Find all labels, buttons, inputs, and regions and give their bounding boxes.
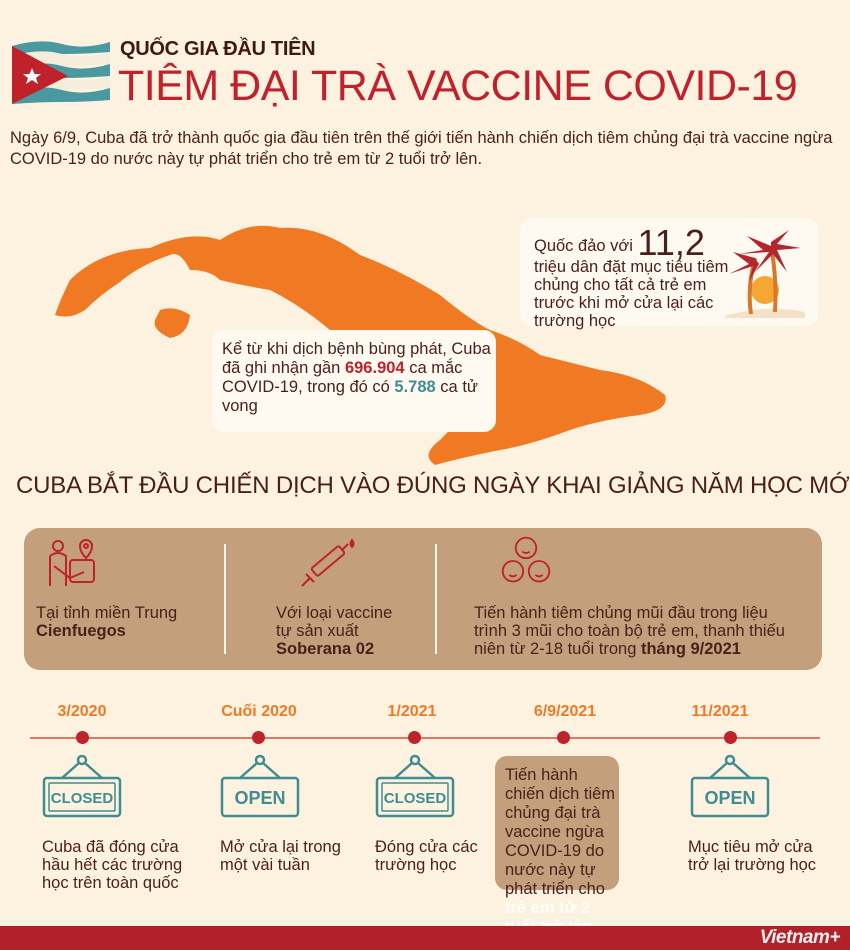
timeline-line: [30, 737, 820, 739]
population-text: Quốc đảo với 11,2 triệu dân đặt mục tiêu…: [534, 225, 734, 331]
deaths-count: 5.788: [394, 378, 436, 396]
timeline-date: 3/2020: [57, 703, 107, 720]
panel-item-schedule: Tiến hành tiêm chủng mũi đầu trong liệu …: [474, 604, 794, 658]
highlight-box: [495, 756, 619, 890]
syringe-icon: [301, 538, 355, 587]
closed-sign-icon: CLOSED: [42, 754, 122, 818]
timeline-dot: [557, 731, 570, 744]
timeline-dot: [724, 731, 737, 744]
timeline-dot: [76, 731, 89, 744]
timeline-date: Cuối 2020: [221, 703, 297, 720]
highlight-body: Tiến hành chiến dịch tiêm chủng đại trà …: [505, 766, 616, 898]
location-value: Cienfuegos: [36, 622, 126, 640]
timeline-dot: [408, 731, 421, 744]
cases-text: Kể từ khi dịch bệnh bùng phát, Cuba đã g…: [222, 340, 492, 416]
header-kicker: QUỐC GIA ĐẦU TIÊN: [120, 38, 316, 60]
timeline-date: 1/2021: [387, 703, 437, 720]
svg-text:CLOSED: CLOSED: [384, 790, 447, 807]
vaccine-label: Với loại vaccine: [276, 604, 393, 622]
children-faces-icon: [501, 536, 551, 583]
intro-paragraph: Ngày 6/9, Cuba đã trở thành quốc gia đầu…: [10, 129, 833, 168]
timeline-text: Mục tiêu mở cửa trở lại trường học: [688, 838, 817, 874]
cases-prefix: Kể từ khi dịch bệnh bùng phát, Cuba đã g…: [222, 340, 491, 377]
cases-middle: ca mắc COVID-19, trong đó có: [222, 359, 463, 396]
cuba-flag-icon: [12, 41, 110, 104]
cases-card: [212, 330, 496, 432]
population-card: [520, 218, 818, 326]
location-label: Tại tỉnh miền Trung: [36, 604, 178, 622]
svg-text:OPEN: OPEN: [234, 788, 285, 808]
schedule-text: Tiến hành tiêm chủng mũi đầu trong liệu …: [474, 604, 785, 658]
panel-item-location: Tại tỉnh miền Trung Cienfuegos: [36, 604, 177, 640]
panel-item-vaccine: Với loại vaccine tự sản xuất Soberana 02: [276, 604, 392, 658]
open-sign-icon: OPEN: [220, 754, 300, 818]
timeline-text: Mở cửa lại trong một vài tuần: [220, 838, 341, 874]
campaign-panel: [24, 528, 822, 670]
panel-divider: [435, 544, 437, 654]
vaccine-name: Soberana 02: [276, 640, 375, 658]
highlight-text: Tiến hành chiến dịch tiêm chủng đại trà …: [505, 766, 621, 937]
vaccine-label-2: tự sản xuất: [276, 622, 359, 640]
population-description: triệu dân đặt mục tiêu tiêm chủng cho tấ…: [534, 258, 729, 330]
timeline-date: 11/2021: [691, 703, 749, 720]
cases-suffix: ca tử vong: [222, 378, 478, 415]
page-title: TIÊM ĐẠI TRÀ VACCINE COVID-19: [118, 62, 798, 110]
timeline-date: 6/9/2021: [533, 703, 597, 720]
section-title: CUBA BẮT ĐẦU CHIẾN DỊCH VÀO ĐÚNG NGÀY KH…: [16, 472, 850, 499]
svg-text:CLOSED: CLOSED: [51, 790, 114, 807]
timeline-text: Đóng cửa các trường học: [375, 838, 478, 874]
brand-logo[interactable]: Vietnam+: [759, 927, 841, 948]
panel-divider: [224, 544, 226, 654]
cases-count: 696.904: [344, 359, 405, 377]
svg-text:OPEN: OPEN: [704, 788, 755, 808]
timeline-dot: [252, 731, 265, 744]
open-sign-icon: OPEN: [690, 754, 770, 818]
footer-bar: [0, 926, 850, 950]
timeline-text: Cuba đã đóng cửa hầu hết các trường học …: [42, 838, 183, 892]
population-prefix: Quốc đảo với: [534, 237, 638, 255]
closed-sign-icon: CLOSED: [375, 754, 455, 818]
doctor-location-icon: [49, 538, 95, 586]
schedule-date: tháng 9/2021: [640, 640, 741, 658]
population-number: 11,2: [637, 222, 705, 263]
palm-tree-icon: [725, 230, 805, 318]
